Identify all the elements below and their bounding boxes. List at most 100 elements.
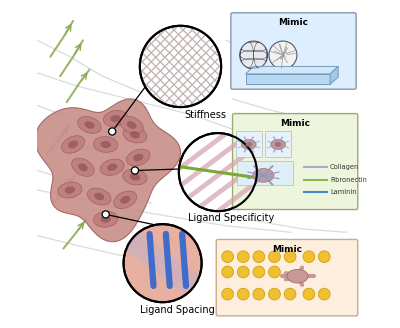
Point xyxy=(284,271,288,275)
Line: 2 pts: 2 pts xyxy=(143,8,260,125)
Ellipse shape xyxy=(72,158,94,176)
Circle shape xyxy=(131,167,138,174)
Line: 2 pts: 2 pts xyxy=(170,8,287,125)
Ellipse shape xyxy=(100,141,111,148)
Point xyxy=(140,123,145,127)
Point xyxy=(86,123,90,127)
Circle shape xyxy=(269,41,297,69)
Text: Mimic: Mimic xyxy=(272,245,302,254)
Ellipse shape xyxy=(68,141,78,148)
Point xyxy=(268,134,272,138)
Circle shape xyxy=(140,26,221,107)
Point xyxy=(164,213,168,216)
Point xyxy=(285,6,290,10)
Ellipse shape xyxy=(65,186,75,194)
Line: 2 pts: 2 pts xyxy=(150,234,154,286)
Circle shape xyxy=(238,288,249,300)
Point xyxy=(206,287,210,291)
Ellipse shape xyxy=(94,193,104,200)
Circle shape xyxy=(140,26,221,107)
Circle shape xyxy=(222,266,234,278)
Point xyxy=(158,123,163,127)
Point xyxy=(248,6,253,10)
Ellipse shape xyxy=(58,182,82,198)
Text: Stiffness: Stiffness xyxy=(184,110,226,120)
Ellipse shape xyxy=(78,163,88,171)
Circle shape xyxy=(124,224,202,302)
Point xyxy=(276,123,280,127)
Circle shape xyxy=(240,41,268,69)
Point xyxy=(258,6,262,10)
Circle shape xyxy=(179,133,257,211)
Point xyxy=(104,123,109,127)
Line: 2 pts: 2 pts xyxy=(182,234,186,286)
Polygon shape xyxy=(265,132,291,157)
Circle shape xyxy=(240,41,268,69)
Circle shape xyxy=(140,26,221,107)
Circle shape xyxy=(140,26,221,107)
Circle shape xyxy=(140,26,221,107)
Circle shape xyxy=(240,41,268,69)
Circle shape xyxy=(269,41,297,69)
Circle shape xyxy=(284,251,296,262)
Line: 2 pts: 2 pts xyxy=(152,8,269,125)
Circle shape xyxy=(140,26,221,107)
Point xyxy=(86,6,90,10)
Ellipse shape xyxy=(271,140,285,149)
Circle shape xyxy=(240,41,268,69)
Circle shape xyxy=(140,26,221,107)
Point xyxy=(300,266,304,270)
Text: Mimic: Mimic xyxy=(280,119,310,128)
Circle shape xyxy=(253,251,265,262)
Circle shape xyxy=(124,224,202,302)
Point xyxy=(268,99,272,103)
Circle shape xyxy=(179,133,257,211)
Circle shape xyxy=(140,26,221,107)
Point xyxy=(184,6,189,10)
Circle shape xyxy=(140,26,221,107)
Ellipse shape xyxy=(126,149,150,166)
Circle shape xyxy=(269,41,297,69)
Line: 2 pts: 2 pts xyxy=(166,101,270,179)
Point xyxy=(184,123,189,127)
Text: Collagen: Collagen xyxy=(330,164,359,170)
Circle shape xyxy=(269,41,297,69)
Line: 2 pts: 2 pts xyxy=(106,8,224,125)
Point xyxy=(295,274,300,278)
Point xyxy=(77,123,82,127)
Point xyxy=(261,177,266,181)
Point xyxy=(95,123,100,127)
Ellipse shape xyxy=(84,121,94,129)
Line: 2 pts: 2 pts xyxy=(166,136,270,215)
Circle shape xyxy=(140,26,221,107)
Circle shape xyxy=(253,288,265,300)
Circle shape xyxy=(238,266,249,278)
Point xyxy=(312,274,317,278)
FancyBboxPatch shape xyxy=(232,113,358,210)
Line: 2 pts: 2 pts xyxy=(70,8,187,125)
Line: 2 pts: 2 pts xyxy=(88,8,205,125)
Point xyxy=(164,177,168,181)
Circle shape xyxy=(140,26,221,107)
Line: 2 pts: 2 pts xyxy=(88,8,205,125)
Text: Laminin: Laminin xyxy=(330,189,356,195)
Point xyxy=(279,274,284,278)
FancyBboxPatch shape xyxy=(216,239,358,316)
Point xyxy=(115,235,120,239)
Point xyxy=(131,6,136,10)
Point xyxy=(164,195,168,198)
Ellipse shape xyxy=(127,121,137,129)
Line: 2 pts: 2 pts xyxy=(97,8,214,125)
Line: 2 pts: 2 pts xyxy=(170,8,287,125)
Point xyxy=(285,123,290,127)
Polygon shape xyxy=(35,99,180,242)
Circle shape xyxy=(222,251,234,262)
Ellipse shape xyxy=(107,164,117,171)
Ellipse shape xyxy=(123,127,147,143)
Point xyxy=(150,6,154,10)
Point xyxy=(221,6,226,10)
Circle shape xyxy=(269,266,280,278)
Circle shape xyxy=(140,26,221,107)
Circle shape xyxy=(318,288,330,300)
Point xyxy=(168,6,172,10)
